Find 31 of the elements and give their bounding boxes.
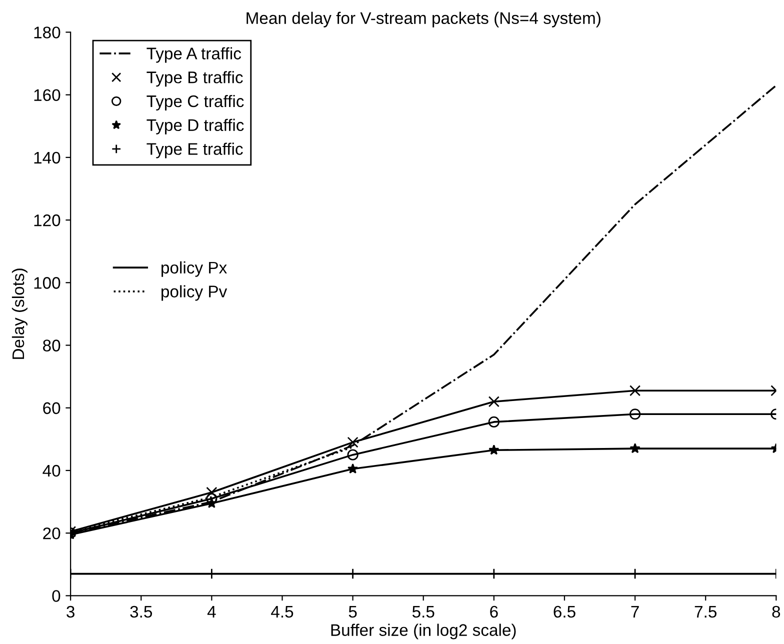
x-tick-label: 6.5 (554, 606, 576, 618)
legend-label: Type C traffic (146, 94, 244, 110)
x-tick-label: 4 (207, 606, 216, 618)
x-tick-label: 7 (631, 606, 639, 618)
legend-label: Type A traffic (146, 47, 242, 63)
x-tick-label: 5.5 (412, 606, 434, 618)
y-tick-label: 180 (34, 26, 60, 38)
x-tick-label: 3 (66, 606, 74, 618)
chart-title: Mean delay for V-stream packets (Ns=4 system) (246, 12, 600, 28)
y-tick-label: 20 (43, 527, 60, 540)
legend-label: policy Pv (162, 285, 228, 301)
y-tick-label: 0 (52, 590, 60, 602)
legend-label: policy Px (162, 261, 227, 277)
legend-label: Type E traffic (146, 142, 243, 158)
legend-label: Type B traffic (146, 71, 243, 87)
legend-label: Type D traffic (146, 118, 244, 134)
y-tick-label: 120 (34, 214, 60, 226)
x-tick-label: 7.5 (694, 606, 716, 618)
y-tick-label: 80 (43, 340, 60, 352)
y-tick-label: 40 (42, 464, 60, 477)
x-tick-label: 8 (772, 606, 780, 618)
x-axis-title: Buffer size (in log2 scale) (331, 624, 516, 640)
y-tick-label: 160 (34, 89, 60, 102)
x-tick-label: 6 (490, 606, 498, 618)
y-tick-label: 60 (43, 402, 60, 414)
x-tick-label: 4.5 (271, 606, 294, 618)
y-tick-label: 100 (34, 277, 60, 289)
x-tick-label: 3.5 (130, 606, 152, 618)
y-axis-title: Delay (slots) (12, 268, 28, 359)
x-tick-label: 5 (348, 606, 357, 618)
y-tick-label: 140 (34, 152, 60, 164)
